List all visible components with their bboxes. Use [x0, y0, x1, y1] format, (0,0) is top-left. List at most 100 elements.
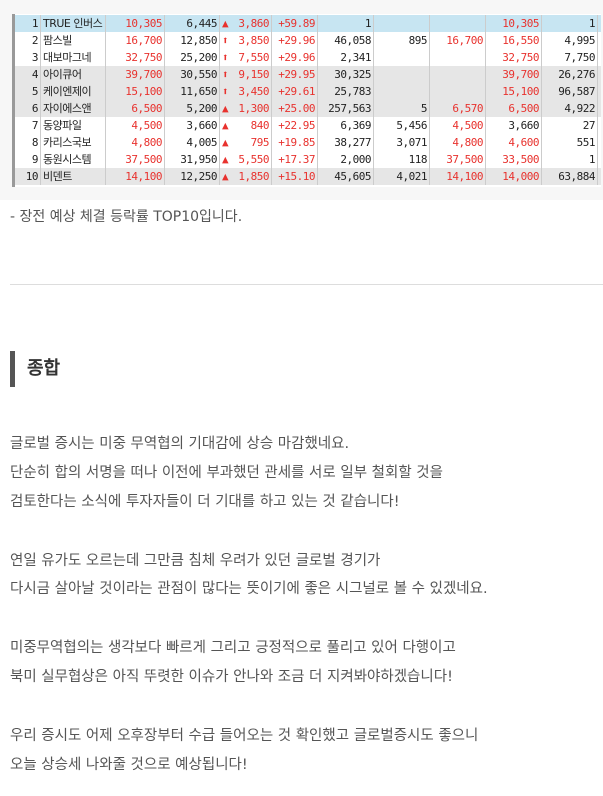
cell-c10: 27: [542, 117, 598, 134]
cell-c8: [430, 15, 486, 32]
cell-change: 840 ▲: [220, 117, 272, 134]
arrow-up-icon: ⬆: [222, 51, 229, 64]
cell-no: 3: [15, 49, 41, 66]
arrow-up-icon: ⬆: [222, 68, 229, 81]
cell-prev: 11,650: [165, 83, 220, 100]
cell-change: 9,150 ⬆: [220, 66, 272, 83]
cell-c9: 14,000: [486, 168, 542, 185]
cell-price: 32,750: [106, 49, 165, 66]
cell-name: 대보마그네: [41, 49, 106, 66]
cell-price: 10,305: [106, 15, 165, 32]
cell-name: 비덴트: [41, 168, 106, 185]
divider: [10, 284, 603, 285]
cell-c7: [374, 49, 430, 66]
paragraph-line: 우리 증시도 어제 오후장부터 수급 들어오는 것 확인했고 글로벌증시도 좋으…: [10, 728, 479, 744]
cell-prev: 31,950: [165, 151, 220, 168]
table-row[interactable]: 5 케이엔제이 15,100 11,650 3,450 ⬆ +29.61 25,783 15,1…: [15, 83, 601, 100]
cell-c7: [374, 66, 430, 83]
cell-name: 동원시스템: [41, 151, 106, 168]
cell-c9: 4,600: [486, 134, 542, 151]
cell-prev: 5,200: [165, 100, 220, 117]
cell-name: TRUE 인버스: [41, 15, 106, 32]
cell-change: 3,850 ⬆: [220, 32, 272, 49]
cell-pct: +25.00: [272, 100, 318, 117]
cell-prev: 30,550: [165, 66, 220, 83]
cell-price: 39,700: [106, 66, 165, 83]
cell-c8: 4,500: [430, 117, 486, 134]
cell-c10: 96,587: [542, 83, 598, 100]
cell-c10: 63,884: [542, 168, 598, 185]
cell-c10: 4,995: [542, 32, 598, 49]
cell-c8: [430, 83, 486, 100]
table-row[interactable]: 6 자이에스앤 6,500 5,200 1,300 ▲ +25.00 257,563 5 6,57…: [15, 100, 601, 117]
paragraph-line: 미중무역협의는 생각보다 빠르게 그리고 긍정적으로 풀리고 있어 다행이고: [10, 640, 456, 656]
cell-prev: 3,660: [165, 117, 220, 134]
cell-vol: 25,783: [318, 83, 374, 100]
cell-c7: 3,071: [374, 134, 430, 151]
cell-c7: 5,456: [374, 117, 430, 134]
cell-c9: 39,700: [486, 66, 542, 83]
paragraph-line: 북미 실무협상은 아직 뚜렷한 이슈가 안나와 조금 더 지켜봐야하겠습니다!: [10, 669, 453, 685]
cell-no: 4: [15, 66, 41, 83]
table-row[interactable]: 3 대보마그네 32,750 25,200 7,550 ⬆ +29.96 2,341 32,75…: [15, 49, 601, 66]
cell-change: 795 ▲: [220, 134, 272, 151]
triangle-up-icon: ▲: [222, 136, 229, 149]
cell-name: 케이엔제이: [41, 83, 106, 100]
cell-prev: 25,200: [165, 49, 220, 66]
cell-c7: 118: [374, 151, 430, 168]
paragraph-line: 오늘 상승세 나와줄 것으로 예상됩니다!: [10, 757, 248, 773]
cell-price: 14,100: [106, 168, 165, 185]
cell-c10: 7,750: [542, 49, 598, 66]
cell-prev: 12,250: [165, 168, 220, 185]
cell-change: 1,300 ▲: [220, 100, 272, 117]
cell-no: 1: [15, 15, 41, 32]
cell-pct: +29.96: [272, 32, 318, 49]
cell-c7: [374, 15, 430, 32]
cell-c7: 4,021: [374, 168, 430, 185]
table-row[interactable]: 10 비덴트 14,100 12,250 1,850 ▲ +15.10 45,605 4,021…: [15, 168, 601, 185]
cell-vol: 30,325: [318, 66, 374, 83]
cell-c9: 6,500: [486, 100, 542, 117]
cell-c10: 551: [542, 134, 598, 151]
table-row[interactable]: 1 TRUE 인버스 10,305 6,445 3,860 ▲ +59.89 1 10,305 1: [15, 15, 601, 32]
cell-change: 5,550 ▲: [220, 151, 272, 168]
cell-c10: 4,922: [542, 100, 598, 117]
triangle-up-icon: ▲: [222, 119, 229, 132]
cell-c7: 5: [374, 100, 430, 117]
table-row[interactable]: 9 동원시스템 37,500 31,950 5,550 ▲ +17.37 2,000 118 37…: [15, 151, 601, 168]
cell-c10: 1: [542, 15, 598, 32]
cell-c8: 6,570: [430, 100, 486, 117]
cell-name: 자이에스앤: [41, 100, 106, 117]
cell-pct: +29.95: [272, 66, 318, 83]
arrow-up-icon: ⬆: [222, 85, 229, 98]
cell-pct: +19.85: [272, 134, 318, 151]
paragraph-line: 연일 유가도 오르는데 그만큼 침체 우려가 있던 글로벌 경기가: [10, 553, 381, 569]
cell-prev: 6,445: [165, 15, 220, 32]
cell-name: 카리스국보: [41, 134, 106, 151]
paragraph-line: 검토한다는 소식에 투자자들이 더 기대를 하고 있는 것 같습니다!: [10, 494, 400, 510]
cell-price: 4,800: [106, 134, 165, 151]
cell-pct: +29.96: [272, 49, 318, 66]
table-row[interactable]: 2 팜스빌 16,700 12,850 3,850 ⬆ +29.96 46,058 895 16,…: [15, 32, 601, 49]
triangle-up-icon: ▲: [222, 102, 229, 115]
cell-vol: 2,341: [318, 49, 374, 66]
cell-prev: 12,850: [165, 32, 220, 49]
cell-c9: 15,100: [486, 83, 542, 100]
cell-no: 7: [15, 117, 41, 134]
table-row[interactable]: 7 동양파일 4,500 3,660 840 ▲ +22.95 6,369 5,456 4,500…: [15, 117, 601, 134]
cell-c10: 1: [542, 151, 598, 168]
cell-change: 3,450 ⬆: [220, 83, 272, 100]
cell-change: 1,850 ▲: [220, 168, 272, 185]
cell-no: 9: [15, 151, 41, 168]
cell-no: 5: [15, 83, 41, 100]
cell-name: 아이큐어: [41, 66, 106, 83]
ranking-table: 1 TRUE 인버스 10,305 6,445 3,860 ▲ +59.89 1 10,305 1…: [12, 14, 601, 187]
cell-vol: 2,000: [318, 151, 374, 168]
cell-c9: 33,500: [486, 151, 542, 168]
cell-pct: +59.89: [272, 15, 318, 32]
cell-c8: 4,800: [430, 134, 486, 151]
cell-vol: 46,058: [318, 32, 374, 49]
cell-price: 15,100: [106, 83, 165, 100]
table-row[interactable]: 8 카리스국보 4,800 4,005 795 ▲ +19.85 38,277 3,071 4,8…: [15, 134, 601, 151]
table-row[interactable]: 4 아이큐어 39,700 30,550 9,150 ⬆ +29.95 30,325 39,70…: [15, 66, 601, 83]
